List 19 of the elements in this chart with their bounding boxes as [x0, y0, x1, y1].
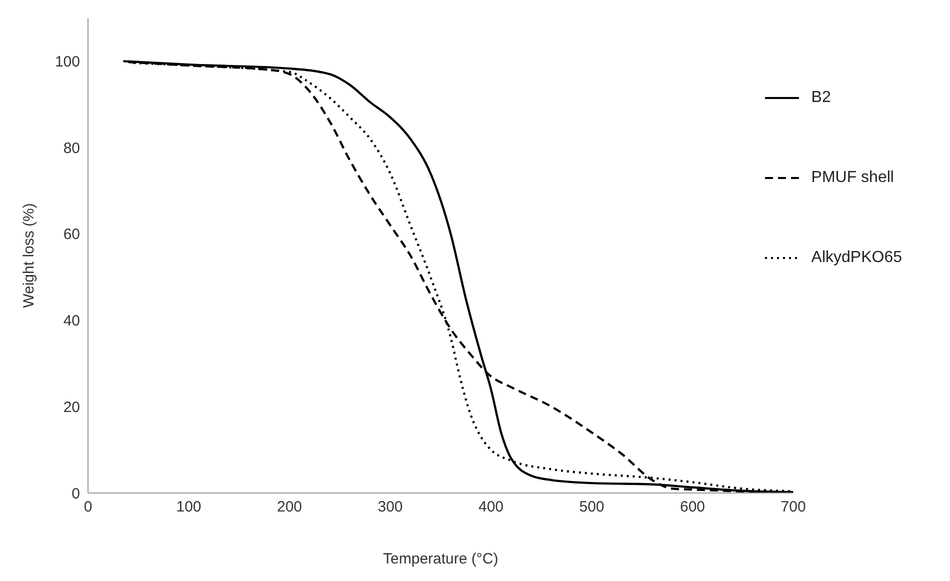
y-axis-title: Weight loss (%): [20, 203, 38, 308]
x-tick-label: 500: [579, 498, 604, 516]
x-tick-label: 100: [176, 498, 202, 516]
y-tick-label: 20: [63, 398, 80, 416]
x-tick-label: 300: [378, 498, 403, 516]
x-tick-label: 200: [276, 498, 302, 516]
x-tick-label: 0: [84, 498, 92, 516]
x-tick-label: 700: [780, 498, 806, 516]
legend-label: B2: [811, 89, 831, 107]
legend-label: PMUF shell: [811, 169, 894, 187]
x-tick-label: 600: [680, 498, 706, 516]
y-tick-label: 40: [63, 312, 80, 330]
y-tick-label: 80: [63, 140, 80, 157]
x-tick-label: 400: [478, 498, 504, 516]
y-tick-label: 60: [63, 226, 80, 244]
x-axis-title: Temperature (°C): [383, 550, 498, 568]
legend-label: AlkydPKO65: [811, 249, 902, 267]
y-tick-label: 0: [72, 485, 80, 502]
y-tick-label: 100: [54, 54, 80, 71]
